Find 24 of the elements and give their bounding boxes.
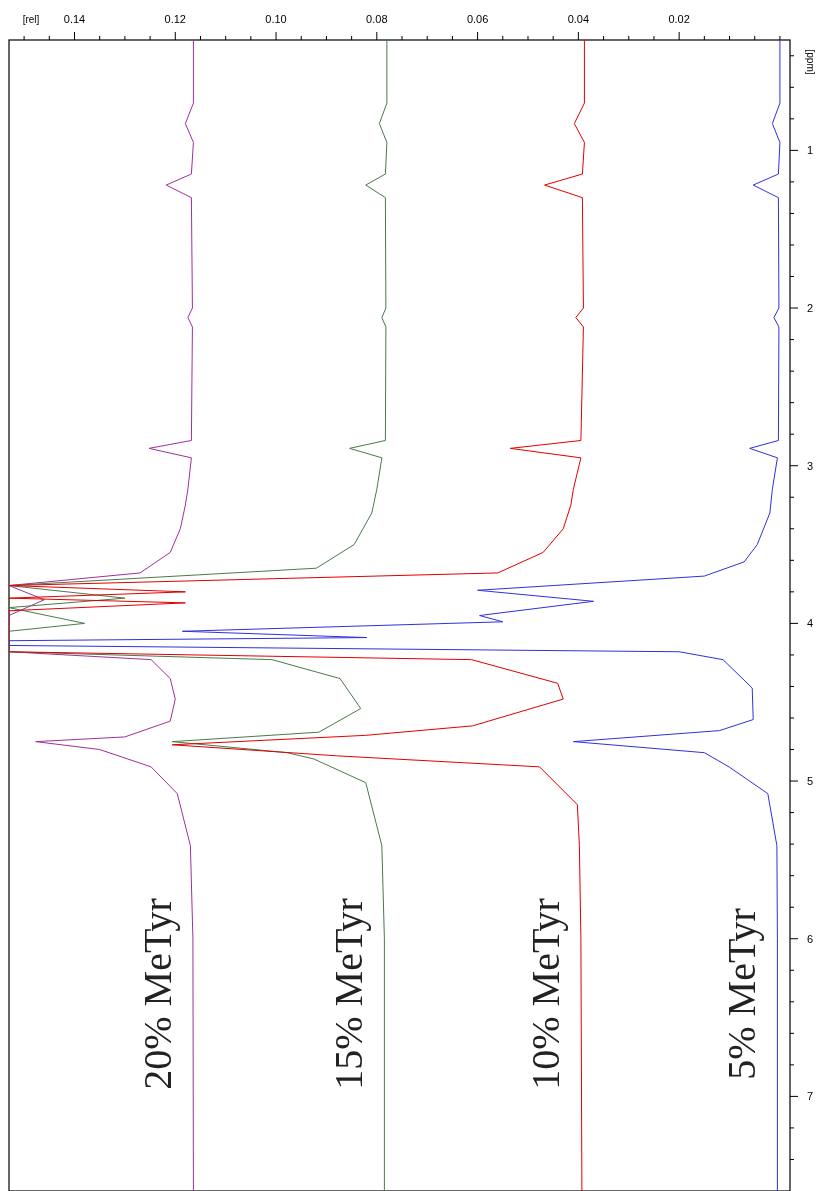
line-series <box>9 40 585 1191</box>
text: 20% MeTyr <box>134 898 180 1090</box>
line-series <box>9 40 194 1191</box>
line-series <box>9 40 388 1191</box>
y-tick-label: 4 <box>806 617 814 630</box>
y-tick-label: 5 <box>806 775 814 788</box>
y-tick-label: 6 <box>806 932 814 945</box>
x-tick-label: 0.06 <box>466 13 489 25</box>
x-tick-label: 0.12 <box>164 13 186 25</box>
x-tick-label: 0.10 <box>265 13 287 25</box>
text: 10% MeTyr <box>523 898 569 1090</box>
x-tick-label: 0.04 <box>567 13 590 25</box>
x-tick-label: 0.08 <box>366 13 388 25</box>
text: 5% MeTyr <box>718 908 764 1080</box>
y-tick-label: 1 <box>806 144 814 157</box>
y-tick-label: 2 <box>806 302 814 315</box>
x-tick-label: 0.14 <box>63 13 86 25</box>
y-axis-title: [ppm] <box>804 49 816 75</box>
x-axis-title: [rel] <box>22 14 40 25</box>
line-series <box>9 40 781 1191</box>
text: 15% MeTyr <box>325 898 371 1090</box>
y-tick-label: 7 <box>806 1090 814 1103</box>
y-tick-label: 3 <box>806 459 814 472</box>
x-tick-label: 0.02 <box>668 13 690 25</box>
